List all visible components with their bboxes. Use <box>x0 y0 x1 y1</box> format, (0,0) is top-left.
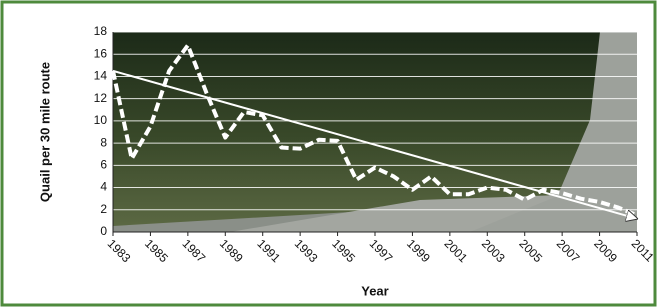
y-tick-label: 14 <box>94 69 108 83</box>
y-tick-label: 8 <box>100 135 107 149</box>
y-axis-label: Quail per 30 mile route <box>37 62 52 202</box>
y-tick-label: 4 <box>100 180 107 194</box>
y-tick-label: 6 <box>100 158 107 172</box>
y-tick-label: 16 <box>94 46 108 60</box>
x-axis-label: Year <box>361 283 388 298</box>
y-tick-label: 18 <box>94 24 108 38</box>
y-tick-label: 0 <box>100 224 107 238</box>
chart: Quail per 30 mile route Year 0 2 4 6 8 10 12 14… <box>0 0 657 307</box>
photo-background <box>113 32 637 232</box>
y-tick-label: 12 <box>94 91 108 105</box>
y-tick-label: 2 <box>100 202 107 216</box>
y-tick-label: 10 <box>94 113 108 127</box>
